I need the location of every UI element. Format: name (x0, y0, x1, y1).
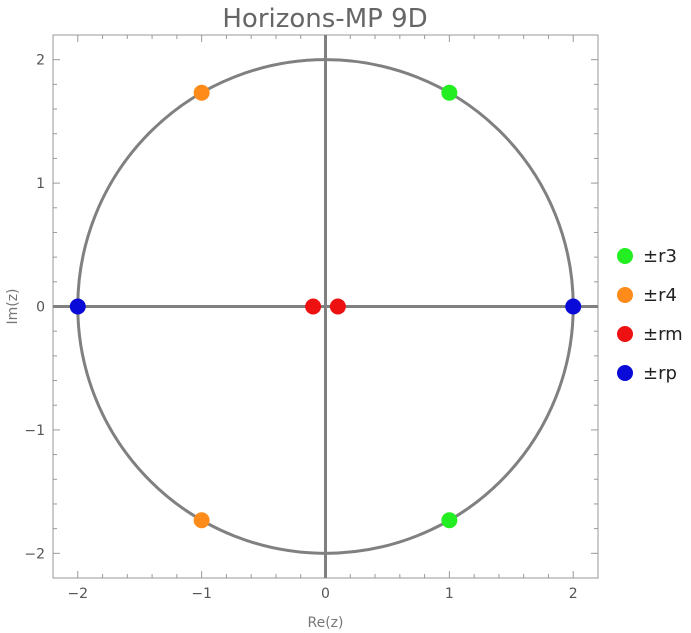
legend-marker (617, 287, 633, 303)
legend-label: ±r3 (643, 246, 677, 267)
data-point (69, 298, 86, 315)
data-points (69, 84, 582, 529)
data-point (305, 298, 322, 315)
data-point (441, 84, 458, 101)
y-tick-label: 0 (36, 300, 45, 316)
legend-label: ±rm (643, 324, 683, 345)
chart-title: Horizons-MP 9D (222, 4, 427, 34)
y-tick-label: 1 (36, 176, 45, 192)
legend-marker (617, 248, 633, 264)
axes (53, 35, 598, 578)
data-point (441, 512, 458, 529)
y-tick-label: 2 (36, 53, 45, 69)
legend-label: ±r4 (643, 285, 677, 306)
x-axis-label: Re(z) (308, 615, 344, 631)
legend-marker (617, 326, 633, 342)
legend-marker (617, 365, 633, 381)
data-point (329, 298, 346, 315)
x-tick-label: 0 (321, 586, 330, 602)
x-tick-label: 2 (569, 586, 578, 602)
data-point (193, 512, 210, 529)
y-tick-label: −2 (24, 546, 45, 562)
ticks: −2 −1 0 1 2 −2 −1 0 1 2 (24, 34, 599, 602)
x-tick-label: −1 (191, 586, 212, 602)
y-tick-label: −1 (24, 423, 45, 439)
data-point (565, 298, 582, 315)
data-point (193, 84, 210, 101)
legend: ±r3 ±r4 ±rm ±rp (617, 246, 683, 384)
x-tick-label: 1 (445, 586, 454, 602)
x-tick-label: −2 (67, 586, 88, 602)
y-axis-label: Im(z) (5, 288, 21, 324)
legend-label: ±rp (643, 363, 677, 384)
